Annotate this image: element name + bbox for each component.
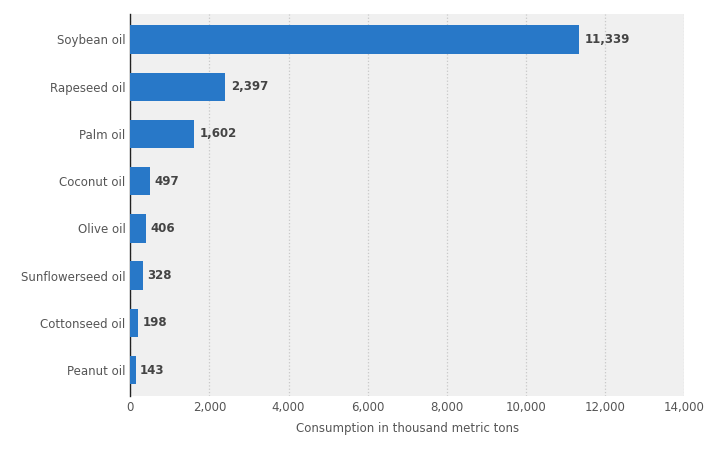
Text: 406: 406 (150, 222, 175, 235)
Bar (130, 356, 136, 384)
Bar (130, 120, 194, 148)
Bar (130, 214, 147, 243)
Text: 11,339: 11,339 (584, 33, 630, 46)
Text: 328: 328 (147, 269, 172, 282)
Text: 497: 497 (154, 175, 178, 188)
Text: 198: 198 (142, 316, 167, 329)
Text: 1,602: 1,602 (200, 127, 237, 140)
Bar (130, 167, 150, 195)
Bar (130, 309, 138, 337)
Bar (130, 261, 143, 290)
X-axis label: Consumption in thousand metric tons: Consumption in thousand metric tons (295, 422, 519, 435)
Text: 2,397: 2,397 (231, 80, 269, 93)
Bar (130, 25, 579, 54)
Bar (130, 72, 225, 101)
Text: 143: 143 (140, 364, 164, 377)
